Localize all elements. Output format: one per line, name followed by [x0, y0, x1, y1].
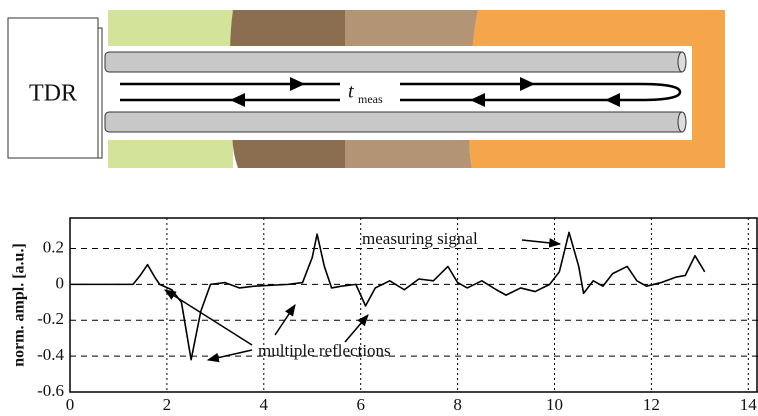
- y-tick-label: 0.2: [43, 237, 64, 256]
- rod-end: [678, 52, 686, 72]
- device-label: TDR: [29, 81, 77, 107]
- x-tick-label: 0: [66, 395, 75, 414]
- x-tick-label: 8: [453, 395, 462, 414]
- x-tick-label: 12: [643, 395, 660, 414]
- figure: TDR t meas 0.20-0.2-0.4-0.602468101214 n…: [0, 0, 758, 416]
- rod-end: [678, 112, 686, 132]
- y-tick-label: -0.6: [37, 381, 64, 400]
- time-label-sub: meas: [358, 92, 383, 106]
- rod: [105, 52, 685, 72]
- annotation: measuring signal: [362, 229, 478, 248]
- rod: [105, 112, 685, 132]
- time-label: t: [348, 81, 354, 103]
- annotation: multiple reflections: [258, 341, 391, 360]
- y-tick-label: -0.4: [37, 345, 64, 364]
- y-tick-label: 0: [56, 273, 65, 292]
- y-axis-label: norm. ampl. [a.u.]: [11, 243, 28, 367]
- y-tick-label: -0.2: [37, 309, 64, 328]
- tdr-diagram: TDR t meas: [8, 10, 725, 168]
- x-tick-label: 14: [740, 395, 758, 414]
- x-tick-label: 2: [163, 395, 172, 414]
- x-tick-label: 4: [260, 395, 269, 414]
- x-tick-label: 10: [546, 395, 563, 414]
- x-tick-label: 6: [356, 395, 365, 414]
